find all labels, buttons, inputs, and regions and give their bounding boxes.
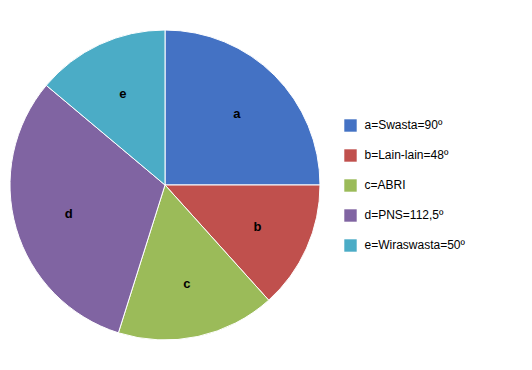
svg-text:c: c bbox=[183, 276, 190, 291]
svg-text:a: a bbox=[233, 106, 241, 121]
svg-text:d=PNS=112,5º: d=PNS=112,5º bbox=[365, 208, 445, 222]
svg-text:c=ABRI: c=ABRI bbox=[365, 178, 406, 192]
svg-text:a=Swasta=90º: a=Swasta=90º bbox=[365, 118, 443, 132]
svg-text:d: d bbox=[65, 206, 73, 221]
svg-text:b=Lain-lain=48º: b=Lain-lain=48º bbox=[365, 148, 449, 162]
svg-text:b: b bbox=[254, 219, 262, 234]
svg-text:e=Wiraswasta=50º: e=Wiraswasta=50º bbox=[365, 238, 466, 252]
svg-text:e: e bbox=[119, 86, 126, 101]
